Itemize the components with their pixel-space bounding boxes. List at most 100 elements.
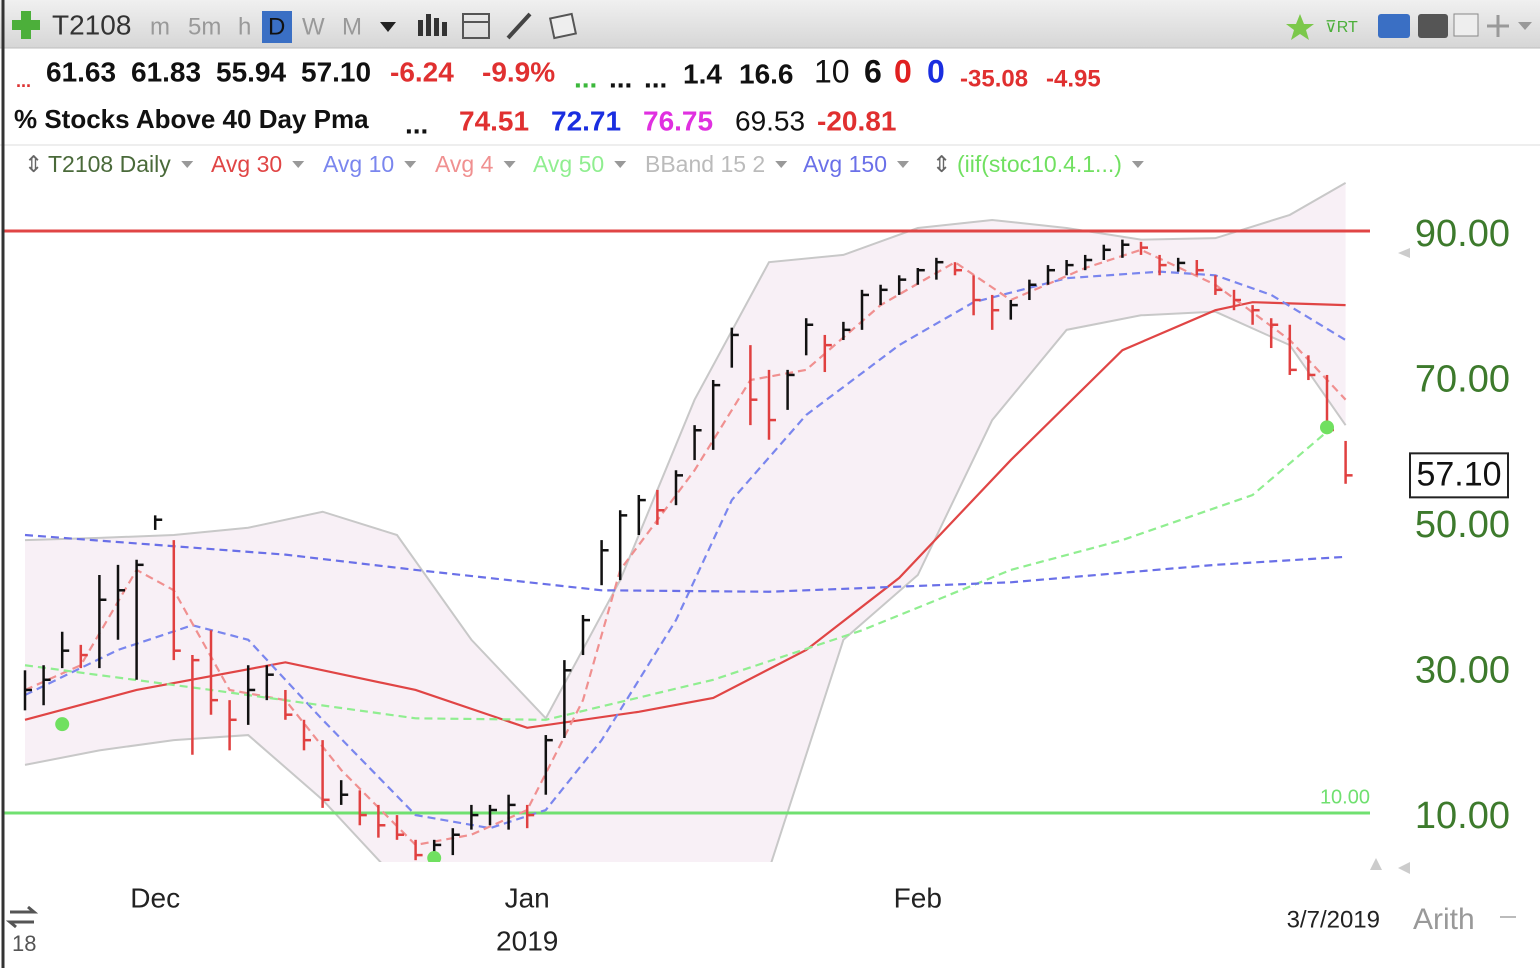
legend-handle[interactable]: ⇕ — [24, 151, 43, 177]
t-icon[interactable] — [1418, 14, 1448, 38]
quote-value: ... — [644, 62, 667, 93]
summary-value: ... — [405, 108, 428, 139]
legend-entry[interactable]: Avg 50 — [533, 151, 604, 177]
scroll-arrow[interactable] — [1398, 248, 1410, 258]
last-price-box — [1409, 452, 1509, 499]
legend-entry[interactable]: BBand 15 2 — [645, 151, 765, 177]
quote-value: 0 — [927, 53, 945, 89]
summary-value: 72.71 — [551, 105, 621, 136]
pencil-icon[interactable] — [506, 12, 532, 40]
summary-name: % Stocks Above 40 Day Pma — [14, 104, 369, 134]
legend-dropdown — [1131, 161, 1144, 168]
summary-value: 69.53 — [735, 105, 805, 136]
band-upper — [24, 182, 1347, 721]
signal-dot — [55, 717, 70, 732]
active-interval-bg — [262, 11, 292, 43]
add-icon[interactable] — [12, 11, 40, 39]
move-icon[interactable] — [1487, 15, 1509, 37]
y-tick-label: 50.00 — [1415, 504, 1510, 546]
x-tick-label: Feb — [894, 882, 942, 913]
scroll-arrow[interactable] — [1398, 862, 1410, 874]
page-icon[interactable] — [548, 12, 578, 40]
quote-value: 0 — [894, 53, 912, 89]
y-tick-label: 10.00 — [1415, 795, 1510, 837]
y-tick-label: 30.00 — [1415, 650, 1510, 692]
signal-dot — [1320, 420, 1334, 435]
interval[interactable]: m — [150, 13, 170, 40]
dropdown-icon[interactable] — [380, 22, 396, 32]
signal-dot — [427, 851, 442, 862]
interval[interactable]: h — [238, 13, 251, 40]
average-line — [24, 301, 1346, 729]
quote-value: -4.95 — [1046, 65, 1101, 92]
year-label: 2019 — [496, 925, 558, 956]
x-tick-label: Jan — [505, 882, 550, 913]
interval[interactable]: D — [268, 13, 285, 40]
legend-dropdown — [292, 161, 305, 168]
legend-entry[interactable]: Avg 30 — [211, 151, 282, 177]
quote-value: -6.24 — [390, 56, 454, 87]
star-icon[interactable] — [1286, 14, 1314, 40]
dropdown-icon[interactable] — [1518, 22, 1532, 30]
interval[interactable]: M — [342, 13, 362, 40]
quote-value: 55.94 — [216, 56, 286, 87]
legend-dropdown — [404, 161, 417, 168]
refresh-icon[interactable] — [5, 905, 39, 929]
corner-label: 18 — [12, 931, 36, 956]
summary-value: 74.51 — [459, 105, 529, 136]
toolbar — [0, 0, 1540, 48]
scroll-arrow[interactable] — [1370, 858, 1382, 870]
legend-entry[interactable]: (iif(stoc10.4.1...) — [957, 151, 1122, 177]
legend-dropdown — [896, 161, 909, 168]
x-tick-label: Dec — [130, 882, 180, 913]
bars-icon[interactable] — [418, 14, 447, 36]
y-tick-label: 90.00 — [1415, 213, 1510, 255]
quote-value: 1.4 — [683, 58, 722, 89]
quote-row: ... 61.63 61.83 55.94 57.10 -6.24 -9.9% … — [16, 53, 1101, 93]
axes: 10.00 30.00 50.00 70.00 90.00 Dec Jan 2019 Feb 3/… — [130, 213, 1510, 956]
quote-value: ... — [609, 62, 632, 93]
level-label: 10.00 — [1320, 786, 1370, 808]
band-lower — [24, 310, 1347, 862]
quote-value: 61.63 — [46, 56, 116, 87]
legend-dropdown — [775, 161, 788, 168]
window-icon[interactable] — [1453, 13, 1479, 37]
summary-value: -20.81 — [817, 105, 896, 136]
y-tick-label: 70.00 — [1415, 359, 1510, 401]
average-line — [24, 430, 1328, 721]
interval[interactable]: W — [302, 13, 325, 40]
interval[interactable]: 5m — [188, 13, 221, 40]
quote-value: 57.10 — [301, 56, 371, 87]
plot-area: 10.00 — [4, 182, 1370, 862]
legend-dropdown — [503, 161, 516, 168]
legend: ⇕ T2108 Daily Avg 30 Avg 10 Avg 4 Avg 50… — [24, 151, 1144, 177]
legend-entry[interactable]: T2108 Daily — [48, 151, 171, 177]
symbol[interactable]: T2108 — [52, 9, 131, 40]
legend-entry[interactable]: Avg 150 — [803, 151, 887, 177]
date-label: 3/7/2019 — [1287, 906, 1380, 933]
legend-entry[interactable]: Avg 10 — [323, 151, 394, 177]
quote-value: 16.6 — [739, 58, 794, 89]
quote-value: ... — [16, 71, 31, 91]
quote-value: -35.08 — [960, 65, 1028, 92]
last-price-label: 57.10 — [1416, 455, 1501, 493]
summary-row: % Stocks Above 40 Day Pma ... 74.51 72.7… — [14, 104, 896, 140]
legend-entry[interactable]: Avg 4 — [435, 151, 494, 177]
average-line — [24, 533, 1346, 593]
summary-value: 76.75 — [643, 105, 713, 136]
legend-handle[interactable]: ⇕ — [932, 151, 951, 177]
quote-value: ... — [574, 62, 597, 93]
rt-icon[interactable]: ⊽RT — [1325, 19, 1358, 36]
quote-value: 10 — [814, 53, 850, 89]
scale-label: Arith — [1413, 903, 1475, 936]
quote-value: -9.9% — [482, 56, 555, 87]
legend-dropdown — [614, 161, 627, 168]
legend-dropdown — [181, 161, 194, 168]
s-icon[interactable] — [1378, 14, 1410, 38]
quote-value: 6 — [864, 53, 882, 89]
band-fill — [25, 182, 1346, 862]
quote-value: 61.83 — [131, 56, 201, 87]
calendar-icon[interactable] — [462, 13, 490, 39]
